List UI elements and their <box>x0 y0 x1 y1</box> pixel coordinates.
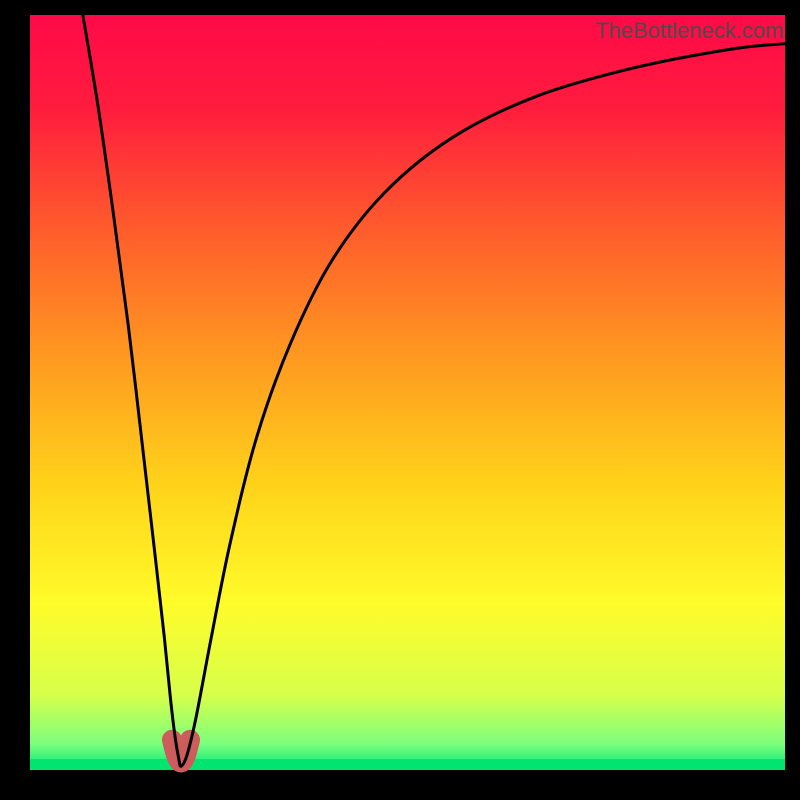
plot-area <box>30 15 785 770</box>
watermark-text: TheBottleneck.com <box>596 18 784 44</box>
figure-root: TheBottleneck.com <box>0 0 800 800</box>
bottleneck-curve <box>83 15 785 766</box>
curve-layer <box>30 15 785 770</box>
